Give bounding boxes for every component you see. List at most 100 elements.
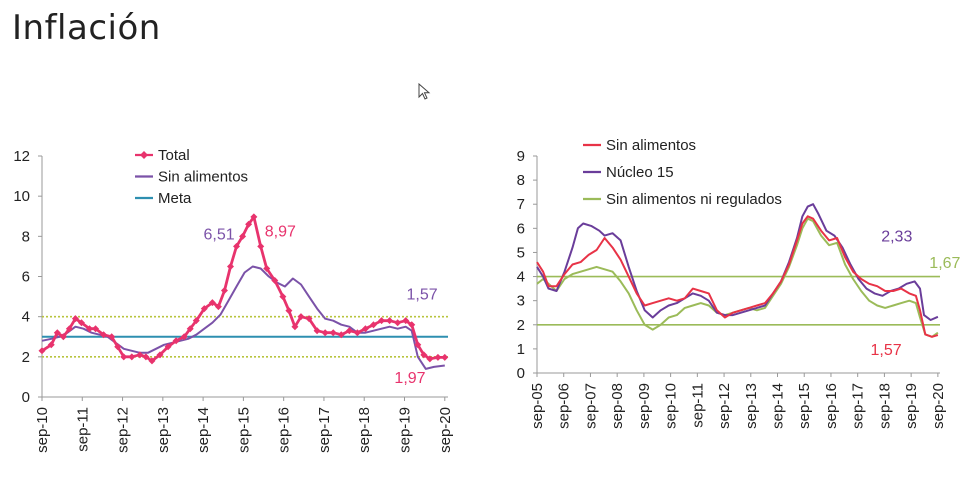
chart1-total-marker <box>148 357 156 365</box>
chart1-total-marker <box>108 333 116 341</box>
chart2-x-tick-label: sep-05 <box>529 383 546 429</box>
chart2-legend-label-sin_alim_r: Sin alimentos <box>606 137 696 154</box>
chart1-total-marker <box>257 242 265 250</box>
chart1-legend-marker <box>140 151 148 159</box>
chart1-x-tick-label: sep-12 <box>115 407 132 453</box>
chart1-total-marker <box>271 277 279 285</box>
chart1-total-marker <box>53 329 61 337</box>
chart1-total-marker <box>156 351 164 359</box>
chart1-x-tick-label: sep-13 <box>155 407 172 453</box>
chart1-legend-label-total: Total <box>158 147 190 164</box>
chart1-x-tick-label: sep-19 <box>397 407 414 453</box>
chart1-total-marker <box>414 341 422 349</box>
chart1-data-label: 8,97 <box>265 223 296 240</box>
chart1-total-marker <box>128 353 136 361</box>
chart2-y-tick-label: 8 <box>517 172 525 189</box>
chart1-total-marker <box>305 315 313 323</box>
chart1-x-tick-label: sep-17 <box>316 407 333 453</box>
chart2-data-label: 2,33 <box>881 229 912 246</box>
chart1-total-marker <box>345 327 353 335</box>
chart1-total-marker <box>214 303 222 311</box>
chart2-x-tick-label: sep-11 <box>689 383 706 428</box>
chart2-x-tick-label: sep-18 <box>876 383 893 429</box>
chart2-x-tick-label: sep-15 <box>796 383 813 429</box>
chart1-data-label: 1,97 <box>394 370 425 387</box>
chart1-total-marker <box>263 264 271 272</box>
chart1-total-marker <box>378 317 386 325</box>
chart1-total-marker <box>192 317 200 325</box>
chart1-total-marker <box>353 329 361 337</box>
chart2-y-tick-label: 1 <box>517 341 525 358</box>
chart1-total-marker <box>164 343 172 351</box>
chart2-x-tick-label: sep-14 <box>770 383 787 429</box>
chart1-total-marker <box>233 242 241 250</box>
chart1-total-marker <box>394 319 402 327</box>
chart1-total-marker <box>408 321 416 329</box>
chart2-y-tick-label: 7 <box>517 196 525 213</box>
chart1-total-marker <box>92 325 100 333</box>
chart2-y-tick-label: 5 <box>517 244 525 261</box>
chart1-y-tick-label: 8 <box>22 228 30 245</box>
chart2-y-tick-label: 0 <box>517 365 525 382</box>
chart2-x-tick-label: sep-07 <box>582 383 599 429</box>
chart1-total-marker <box>208 299 216 307</box>
chart2-legend-label-nucleo: Núcleo 15 <box>606 164 674 181</box>
chart1-total-marker <box>227 262 234 270</box>
chart1-total-marker <box>172 337 180 345</box>
chart1-total-marker <box>100 331 108 339</box>
chart1-x-tick-label: sep-14 <box>195 407 212 453</box>
chart1-y-tick-label: 4 <box>22 309 30 326</box>
chart1-x-tick-label: sep-16 <box>276 407 293 453</box>
chart1-total-marker <box>285 307 293 315</box>
chart2-x-tick-label: sep-08 <box>609 383 626 429</box>
chart1-total-marker <box>220 287 228 295</box>
chart1-total-marker <box>71 315 79 323</box>
chart2-series-nucleo <box>536 203 939 321</box>
chart2-x-tick-label: sep-20 <box>930 383 947 429</box>
chart1-total-marker <box>142 353 150 361</box>
chart1-total-marker <box>279 293 287 301</box>
chart1-total-marker <box>420 351 428 359</box>
chart2-x-tick-label: sep-06 <box>556 383 573 429</box>
chart1-total-marker <box>38 347 46 355</box>
chart1-y-tick-label: 2 <box>22 349 30 366</box>
chart2-data-label: 1,57 <box>871 342 902 359</box>
chart2-x-tick-label: sep-09 <box>636 383 653 429</box>
chart1-total-marker <box>120 353 128 361</box>
chart1-x-tick-label: sep-11 <box>74 407 91 452</box>
chart1-total-marker <box>136 351 144 359</box>
chart2-legend-label-sin_reg: Sin alimentos ni regulados <box>606 191 782 208</box>
chart2-x-tick-label: sep-13 <box>743 383 760 429</box>
chart2-series-sin_reg <box>536 217 939 338</box>
chart1-total-marker <box>329 329 337 337</box>
page-title: Inflación <box>12 8 161 48</box>
chart1-total-marker <box>402 317 410 325</box>
chart2-y-tick-label: 4 <box>517 269 525 286</box>
chart1-x-tick-label: sep-18 <box>356 407 373 453</box>
chart1-total-marker <box>186 325 194 333</box>
chart1-total-marker <box>65 325 73 333</box>
chart1-total-marker <box>245 220 253 228</box>
chart1-y-tick-label: 12 <box>13 148 30 165</box>
chart1-series-total <box>41 215 445 363</box>
chart2-x-tick-label: sep-12 <box>716 383 733 429</box>
chart2-y-tick-label: 2 <box>517 317 525 334</box>
chart1-x-tick-label: sep-20 <box>437 407 454 453</box>
chart1-total-marker <box>361 325 369 333</box>
chart1-series-sin_alimentos <box>41 265 445 370</box>
chart1-total-marker <box>313 327 321 335</box>
chart2-x-tick-label: sep-17 <box>850 383 867 429</box>
chart1-total-marker <box>426 355 434 363</box>
chart1-total-marker <box>297 313 305 321</box>
chart2-data-label: 1,67 <box>929 255 960 272</box>
chart1-total-marker <box>291 323 299 331</box>
chart1-legend-label-sin_alimentos: Sin alimentos <box>158 169 248 186</box>
chart1-y-tick-label: 0 <box>22 389 30 406</box>
chart1-total-marker <box>180 333 188 341</box>
chart1-y-tick-label: 10 <box>13 188 30 205</box>
chart1-legend-label-meta: Meta <box>158 190 192 207</box>
chart1-x-tick-label: sep-10 <box>34 407 51 453</box>
chart1-total-marker <box>321 329 329 337</box>
chart1-total-marker <box>47 341 55 349</box>
